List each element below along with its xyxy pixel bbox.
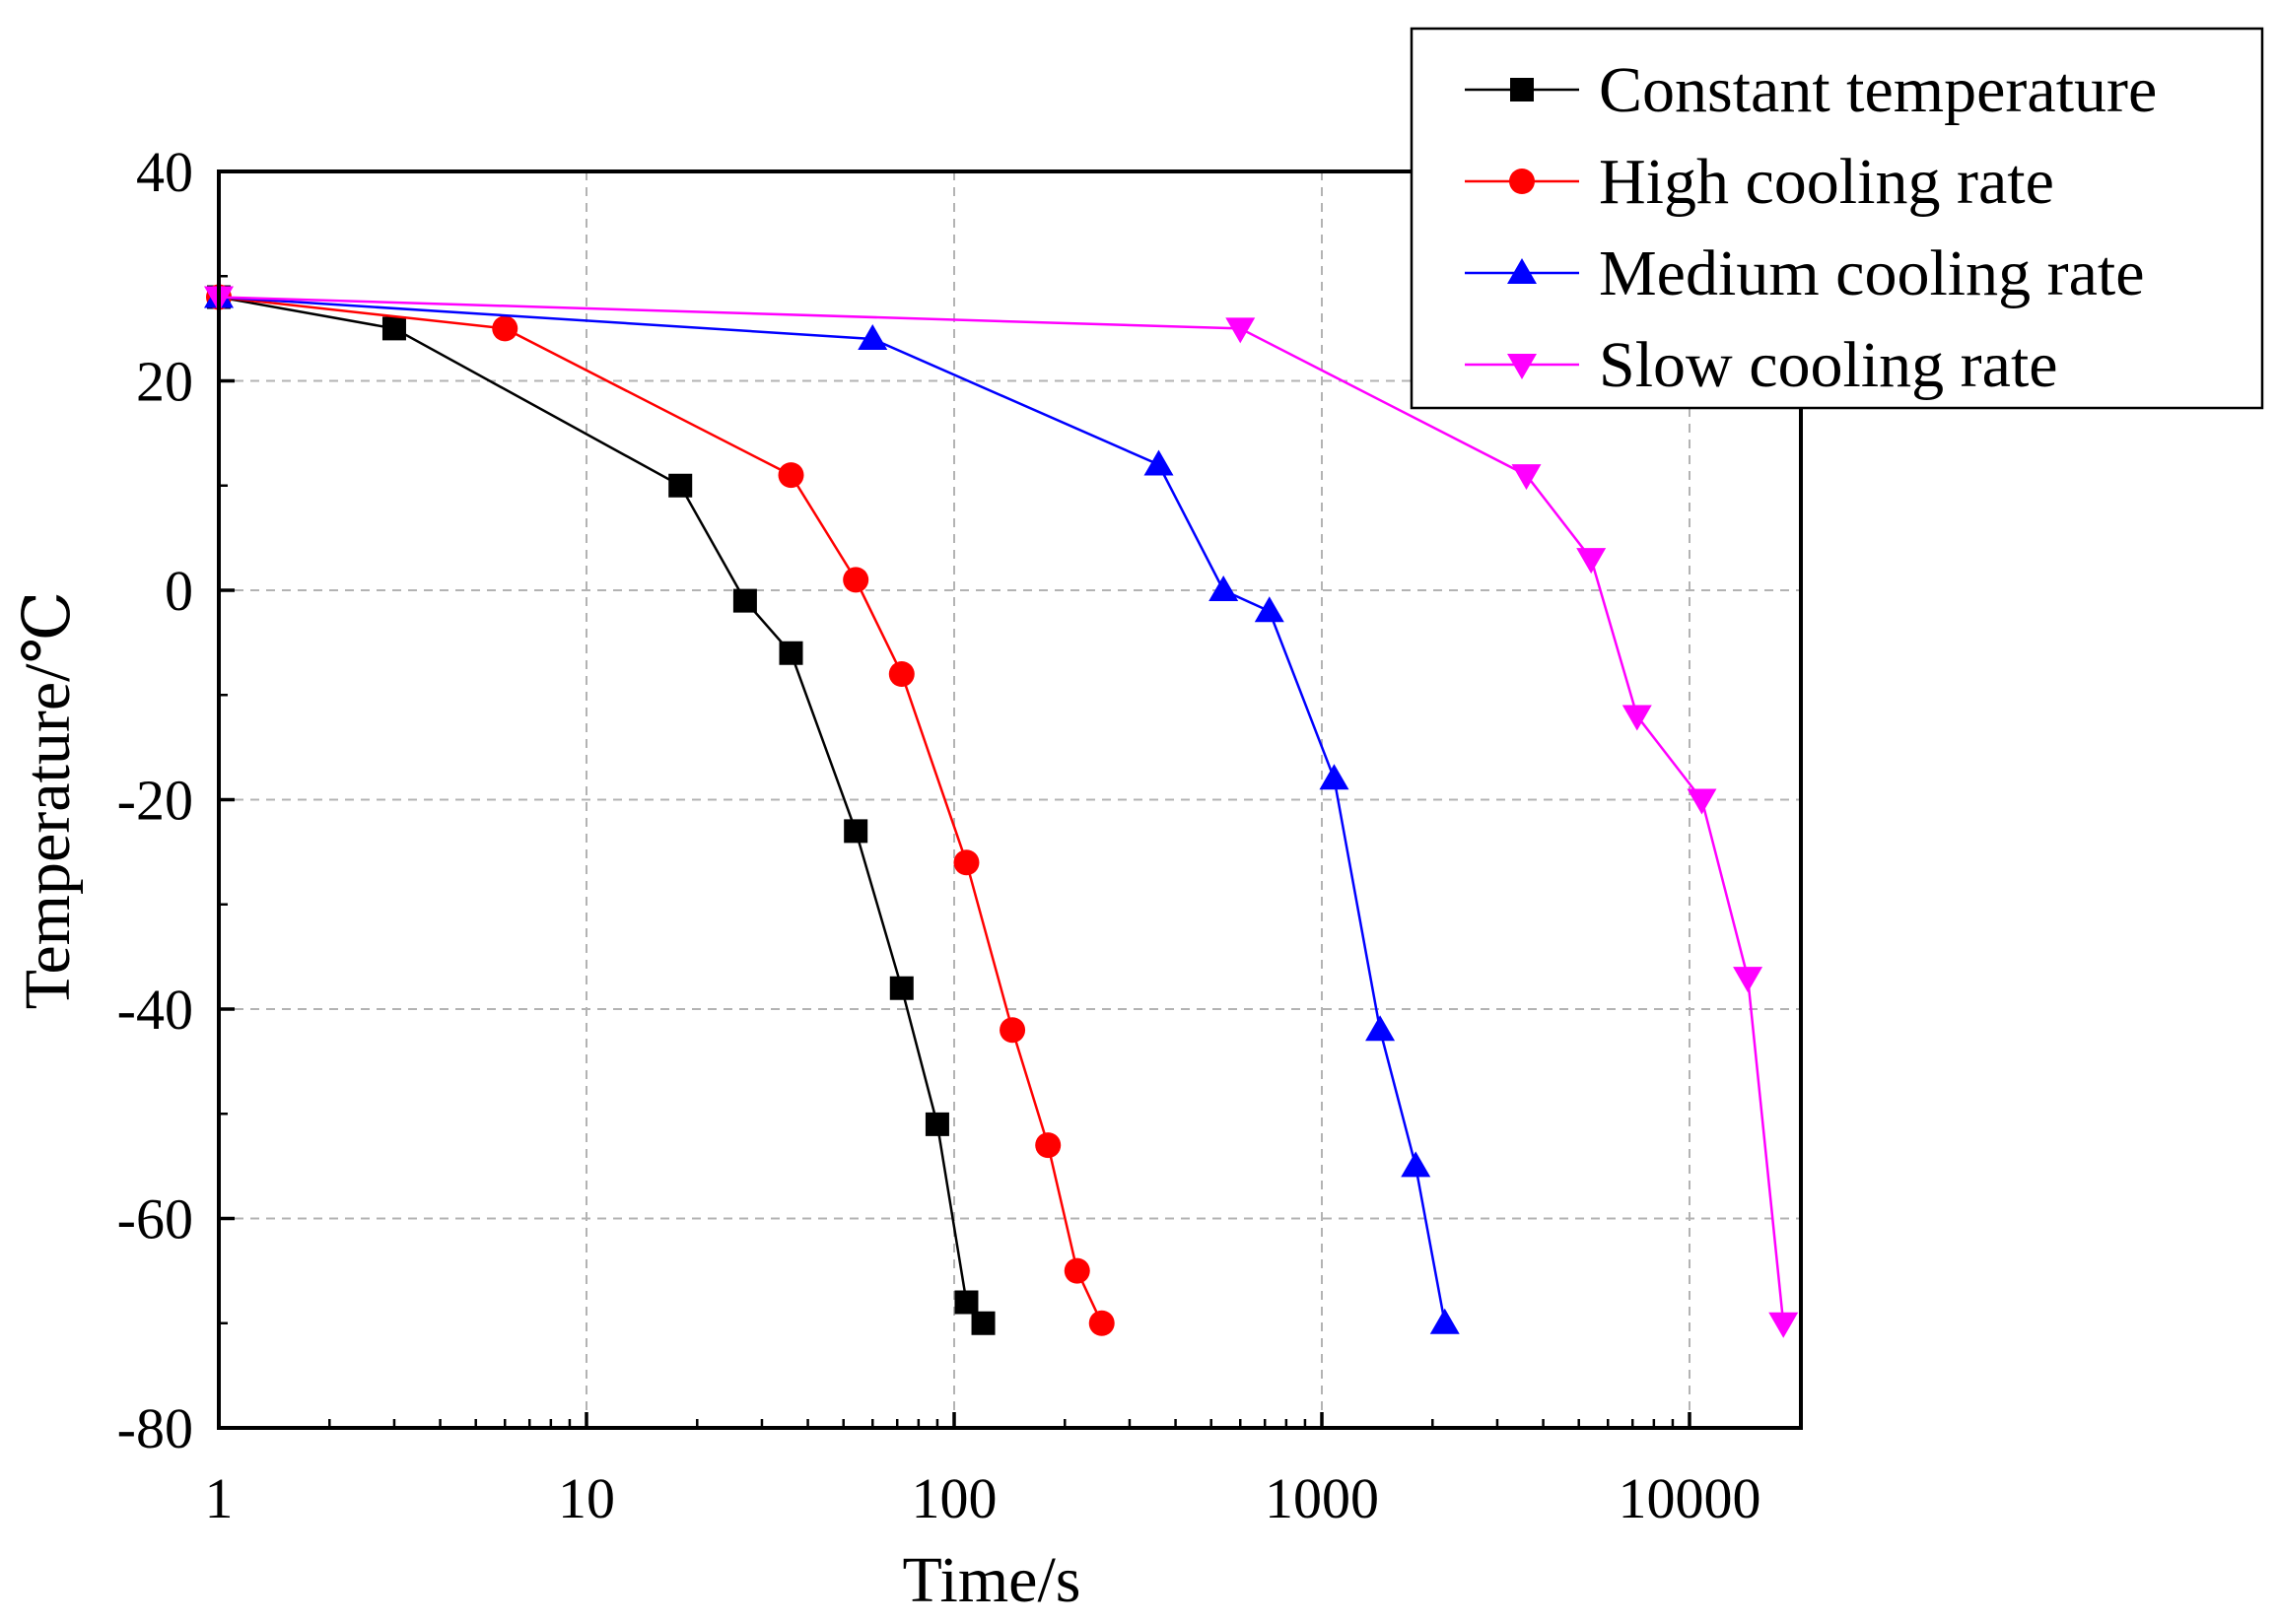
series-high-cooling-rate (206, 284, 1115, 1336)
axis-ticks (217, 169, 1802, 1430)
x-tick-label-10000: 10000 (1619, 1466, 1761, 1530)
data-point-slow-cooling-rate (1576, 548, 1607, 575)
legend-label-medium-cooling-rate: Medium cooling rate (1599, 237, 2145, 309)
x-tick-label-10: 10 (558, 1466, 615, 1530)
data-point-high-cooling-rate (953, 849, 980, 876)
x-tick-label-100: 100 (912, 1466, 998, 1530)
data-point-medium-cooling-rate (1143, 449, 1174, 476)
data-point-constant-temperature (889, 976, 914, 1000)
data-point-high-cooling-rate (1088, 1310, 1115, 1336)
data-point-slow-cooling-rate (1225, 317, 1256, 344)
y-tick-label-0: 0 (165, 559, 193, 623)
series-line-high-cooling-rate (218, 296, 1103, 1324)
y-tick-label--60: -60 (117, 1187, 193, 1252)
data-point-constant-temperature (971, 1311, 996, 1335)
data-point-constant-temperature (732, 588, 757, 613)
data-point-high-cooling-rate (1064, 1257, 1090, 1284)
data-point-slow-cooling-rate (1768, 1312, 1799, 1338)
data-point-high-cooling-rate (492, 315, 518, 342)
y-tick-label-20: 20 (136, 350, 193, 414)
x-tick-label-1: 1 (205, 1466, 234, 1530)
data-point-constant-temperature (954, 1290, 979, 1315)
data-point-constant-temperature (779, 641, 803, 665)
data-point-high-cooling-rate (778, 462, 804, 489)
legend-label-constant-temperature: Constant temperature (1599, 54, 2157, 126)
data-point-medium-cooling-rate (1208, 575, 1239, 601)
legend-label-high-cooling-rate: High cooling rate (1599, 146, 2054, 218)
x-axis-title: Time/s (903, 1544, 1081, 1616)
series-medium-cooling-rate (204, 282, 1460, 1334)
legend-marker-constant-temperature (1510, 78, 1534, 102)
data-point-high-cooling-rate (843, 567, 869, 593)
data-point-slow-cooling-rate (1733, 967, 1763, 993)
data-point-high-cooling-rate (1000, 1017, 1026, 1044)
legend-marker-high-cooling-rate (1509, 169, 1535, 194)
legend-marker-medium-cooling-rate (1507, 258, 1537, 284)
y-tick-label--20: -20 (117, 769, 193, 833)
series-line-constant-temperature (218, 296, 985, 1324)
data-point-high-cooling-rate (888, 661, 915, 687)
legend-marker-slow-cooling-rate (1507, 354, 1537, 379)
y-axis-title: Temperature/℃ (12, 591, 84, 1010)
data-point-medium-cooling-rate (1319, 764, 1349, 790)
data-point-medium-cooling-rate (858, 324, 888, 350)
legend-label-slow-cooling-rate: Slow cooling rate (1599, 329, 2058, 401)
series-constant-temperature (207, 285, 996, 1335)
data-point-medium-cooling-rate (1401, 1151, 1431, 1178)
data-point-constant-temperature (381, 316, 406, 341)
data-point-constant-temperature (668, 473, 693, 498)
y-tick-label-40: 40 (136, 140, 193, 204)
data-point-slow-cooling-rate (1511, 464, 1542, 491)
data-point-constant-temperature (925, 1112, 949, 1136)
data-point-medium-cooling-rate (1429, 1308, 1460, 1334)
data-point-slow-cooling-rate (1687, 788, 1717, 815)
y-tick-label--80: -80 (117, 1396, 193, 1460)
series-line-medium-cooling-rate (218, 296, 1447, 1324)
data-series (204, 282, 1799, 1338)
legend: Constant temperature High cooling rate Med… (1410, 27, 2264, 410)
data-point-medium-cooling-rate (1365, 1015, 1396, 1042)
data-point-slow-cooling-rate (1622, 705, 1652, 731)
data-point-medium-cooling-rate (1254, 596, 1284, 623)
series-line-slow-cooling-rate (218, 296, 1785, 1323)
data-point-high-cooling-rate (1035, 1132, 1062, 1159)
x-tick-label-1000: 1000 (1265, 1466, 1379, 1530)
tick-labels: 1 10 100 1000 10000 40 20 0 -20 -40 -60 -80 (117, 140, 1761, 1530)
y-tick-label--40: -40 (117, 978, 193, 1042)
legend-box (1410, 27, 2264, 410)
data-point-constant-temperature (844, 819, 868, 844)
series-slow-cooling-rate (204, 286, 1799, 1338)
